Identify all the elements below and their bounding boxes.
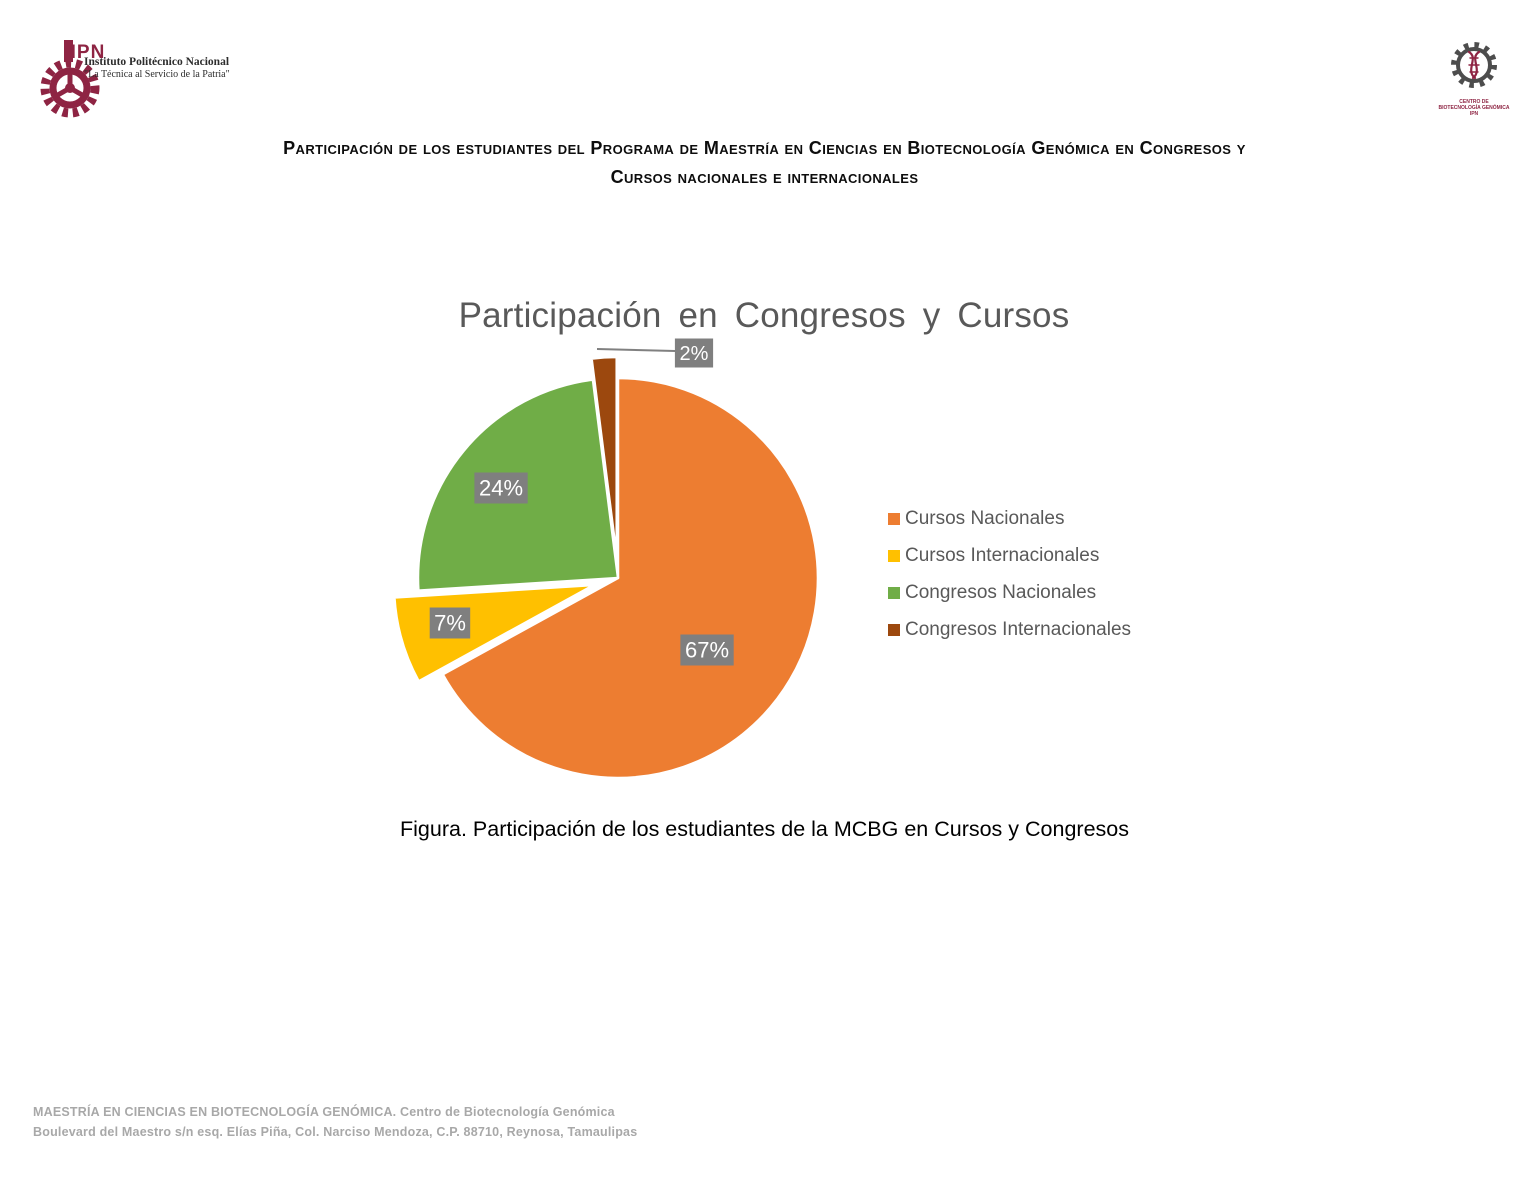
document-title-line2: Cursos nacionales e internacionales — [610, 167, 919, 187]
cbg-gear-dna-icon — [1451, 42, 1497, 88]
legend-label: Cursos Nacionales — [905, 508, 1065, 529]
document-title: Participación de los estudiantes del Pro… — [80, 134, 1449, 192]
legend-item-3: Congresos Internacionales — [888, 619, 1131, 641]
leader-line — [596, 348, 676, 352]
cbg-logo: CENTRO DE BIOTECNOLOGÍA GENÓMICA IPN — [1436, 40, 1512, 117]
document-title-line1: Participación de los estudiantes del Pro… — [283, 138, 1246, 158]
legend-swatch-icon — [888, 587, 900, 599]
legend-swatch-icon — [888, 550, 900, 562]
page-footer: MAESTRÍA EN CIENCIAS EN BIOTECNOLOGÍA GE… — [33, 1102, 637, 1142]
svg-text:2%: 2% — [680, 343, 709, 365]
footer-line2: Boulevard del Maestro s/n esq. Elías Piñ… — [33, 1125, 638, 1139]
svg-text:67%: 67% — [685, 638, 729, 663]
ipn-name: Instituto Politécnico Nacional — [84, 56, 230, 68]
cbg-text-line1: CENTRO DE — [1459, 99, 1489, 105]
cbg-logo-text: CENTRO DE BIOTECNOLOGÍA GENÓMICA IPN — [1436, 99, 1512, 117]
data-label-2: 24% — [474, 472, 528, 504]
pie-slice-3 — [590, 355, 618, 559]
svg-text:24%: 24% — [479, 476, 523, 501]
ipn-logo-icon: IPN — [40, 40, 106, 118]
legend-label: Congresos Nacionales — [905, 582, 1097, 603]
data-label-3: 2% — [674, 338, 714, 368]
pie-slice-0 — [441, 376, 820, 780]
ipn-motto: "La Técnica al Servicio de la Patria" — [84, 69, 230, 80]
legend-item-0: Cursos Nacionales — [888, 508, 1131, 530]
data-label-0: 67% — [680, 634, 734, 666]
legend-swatch-icon — [888, 513, 900, 525]
legend-item-2: Congresos Nacionales — [888, 582, 1131, 604]
svg-text:7%: 7% — [434, 611, 466, 636]
legend: Cursos Nacionales Cursos Internacionales C… — [888, 508, 1131, 656]
legend-label: Congresos Internacionales — [905, 619, 1132, 640]
chart-title: Participación en Congresos y Cursos — [458, 296, 1070, 335]
svg-text:IPN: IPN — [71, 42, 106, 63]
legend-item-1: Cursos Internacionales — [888, 545, 1131, 567]
pie-chart: 67% 7% 24% 2% — [393, 338, 820, 780]
cbg-text-line3: IPN — [1469, 111, 1479, 117]
legend-swatch-icon — [888, 624, 900, 636]
legend-label: Cursos Internacionales — [905, 545, 1100, 566]
cbg-text-line2: BIOTECNOLOGÍA GENÓMICA — [1438, 105, 1510, 111]
figure-caption: Figura. Participación de los estudiantes… — [400, 817, 1129, 841]
ipn-logo-text: Instituto Politécnico Nacional "La Técni… — [84, 56, 230, 80]
data-label-1: 7% — [429, 607, 471, 639]
footer-line1: MAESTRÍA EN CIENCIAS EN BIOTECNOLOGÍA GE… — [33, 1105, 615, 1119]
